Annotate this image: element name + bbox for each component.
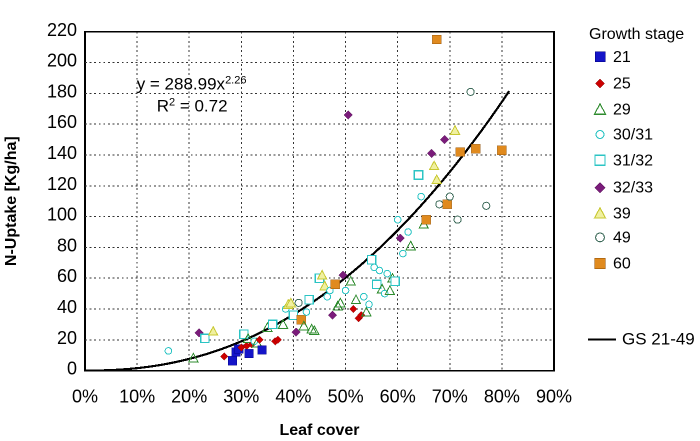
svg-text:60: 60 (57, 266, 77, 286)
svg-text:40%: 40% (275, 387, 311, 407)
svg-text:31/32: 31/32 (613, 152, 653, 169)
svg-text:90%: 90% (536, 387, 572, 407)
svg-text:140: 140 (47, 143, 77, 163)
svg-text:25: 25 (613, 76, 631, 93)
svg-text:32/33: 32/33 (613, 180, 653, 197)
svg-text:21: 21 (613, 49, 631, 66)
svg-text:0: 0 (67, 359, 77, 379)
svg-text:0%: 0% (72, 387, 98, 407)
svg-text:49: 49 (613, 229, 631, 246)
svg-text:180: 180 (47, 81, 77, 101)
svg-text:29: 29 (613, 102, 631, 119)
svg-text:120: 120 (47, 174, 77, 194)
svg-text:39: 39 (613, 205, 631, 222)
svg-text:50%: 50% (328, 387, 364, 407)
svg-text:200: 200 (47, 51, 77, 71)
svg-text:30/31: 30/31 (613, 127, 653, 144)
svg-text:40: 40 (57, 297, 77, 317)
svg-text:70%: 70% (432, 387, 468, 407)
svg-text:160: 160 (47, 112, 77, 132)
svg-text:20: 20 (57, 328, 77, 348)
svg-text:80: 80 (57, 235, 77, 255)
svg-text:60: 60 (613, 256, 631, 273)
svg-text:80%: 80% (484, 387, 520, 407)
svg-text:100: 100 (47, 205, 77, 225)
svg-text:220: 220 (47, 20, 77, 40)
svg-text:30%: 30% (223, 387, 259, 407)
svg-text:60%: 60% (380, 387, 416, 407)
svg-text:GS 21-49: GS 21-49 (622, 330, 695, 349)
svg-text:20%: 20% (171, 387, 207, 407)
svg-text:R2 = 0.72: R2 = 0.72 (157, 97, 228, 116)
svg-text:Leaf cover: Leaf cover (279, 422, 359, 439)
svg-text:N-Uptake [Kg/ha]: N-Uptake [Kg/ha] (3, 136, 20, 266)
svg-text:10%: 10% (119, 387, 155, 407)
svg-text:Growth stage: Growth stage (589, 26, 684, 43)
